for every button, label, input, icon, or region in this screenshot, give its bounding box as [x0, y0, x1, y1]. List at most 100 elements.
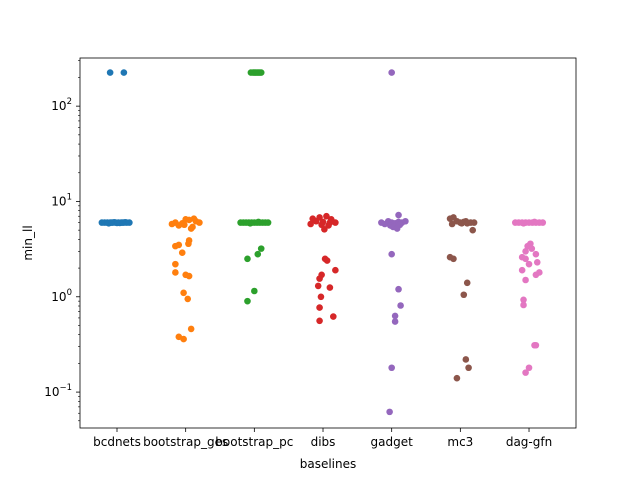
data-point-bootstrap_ges-25 [180, 335, 187, 343]
data-point-mc3-17 [465, 364, 472, 372]
x-tick-label-bootstrap_pc: bootstrap_pc [215, 435, 293, 449]
data-point-bootstrap_pc-18 [264, 219, 272, 226]
data-point-dibs-21 [330, 313, 337, 320]
data-point-dag-gfn-17 [522, 255, 529, 263]
data-point-bootstrap_ges-20 [185, 272, 193, 280]
data-point-bootstrap_pc-21 [257, 245, 265, 252]
data-point-bcdnets-18 [119, 219, 126, 226]
data-point-bootstrap_ges-8 [196, 219, 203, 226]
data-point-bootstrap_ges-13 [185, 240, 192, 248]
data-point-dibs-20 [316, 304, 323, 311]
x-tick-label-dag-gfn: dag-gfn [506, 435, 552, 449]
data-point-dag-gfn-24 [520, 296, 527, 304]
data-point-gadget-16 [397, 302, 404, 309]
data-point-dag-gfn-8 [539, 219, 547, 226]
data-point-bootstrap_pc-24 [251, 287, 258, 295]
data-point-dag-gfn-15 [532, 250, 540, 258]
data-point-bootstrap_ges-4 [175, 222, 183, 229]
data-point-dag-gfn-14 [522, 248, 529, 255]
plot-frame [79, 57, 577, 429]
data-point-bootstrap_ges-7 [168, 220, 176, 228]
data-point-dibs-11 [321, 226, 328, 233]
x-tick-label-mc3: mc3 [447, 435, 473, 449]
data-point-dag-gfn-20 [518, 266, 526, 274]
data-point-bootstrap_ges-10 [181, 221, 188, 229]
data-point-dibs-17 [314, 282, 322, 290]
data-point-mc3-11 [469, 226, 477, 234]
plot-area [80, 58, 576, 428]
data-point-dibs-13 [323, 257, 331, 264]
x-tick-label-dibs: dibs [311, 435, 336, 449]
data-point-dibs-10 [325, 222, 332, 229]
points-layer [98, 69, 547, 416]
data-point-bootstrap_pc-25 [244, 297, 251, 305]
data-point-dag-gfn-9 [531, 218, 538, 226]
data-point-gadget-13 [396, 221, 404, 229]
data-point-bootstrap_pc-23 [244, 255, 251, 263]
data-point-bootstrap_ges-9 [187, 225, 195, 232]
data-point-gadget-20 [386, 408, 393, 416]
data-point-gadget-0 [388, 69, 395, 76]
data-point-mc3-10 [462, 217, 470, 225]
data-point-dag-gfn-19 [525, 260, 533, 268]
data-point-bcdnets-1 [120, 69, 128, 76]
data-point-bootstrap_pc-20 [255, 218, 262, 226]
y-axis-ticks: 10−1 100 101 102 [44, 60, 80, 422]
data-point-mc3-8 [448, 220, 456, 228]
y-tick-label: 100 [51, 288, 72, 304]
data-point-gadget-1 [395, 211, 402, 219]
data-point-dag-gfn-23 [522, 276, 529, 284]
y-tick-label: 102 [51, 97, 72, 113]
data-point-bootstrap_ges-22 [184, 295, 192, 303]
data-point-dag-gfn-22 [532, 271, 540, 279]
data-point-dag-gfn-27 [532, 341, 540, 349]
data-point-gadget-14 [388, 250, 395, 258]
data-point-dibs-2 [323, 212, 330, 220]
data-point-bootstrap_pc-19 [246, 220, 254, 227]
data-point-mc3-7 [470, 219, 478, 226]
data-point-mc3-13 [450, 255, 457, 263]
data-point-mc3-14 [463, 279, 471, 287]
data-point-mc3-16 [462, 356, 470, 363]
data-point-dag-gfn-10 [520, 220, 527, 227]
x-tick-label-bootstrap_ges: bootstrap_ges [143, 435, 228, 449]
data-point-dibs-22 [316, 317, 323, 325]
data-point-mc3-18 [453, 374, 461, 382]
data-point-dag-gfn-13 [528, 245, 536, 252]
data-point-dibs-7 [332, 219, 339, 226]
data-point-dag-gfn-28 [525, 364, 533, 372]
data-point-dibs-16 [316, 275, 323, 282]
data-point-dibs-8 [307, 220, 314, 228]
data-point-dibs-19 [317, 293, 325, 301]
data-point-bootstrap_pc-22 [254, 250, 262, 258]
data-point-dibs-14 [332, 266, 339, 274]
data-point-dibs-4 [312, 217, 320, 225]
data-point-dag-gfn-25 [520, 301, 527, 309]
data-point-dag-gfn-18 [533, 259, 541, 266]
data-point-bootstrap_ges-11 [190, 215, 198, 222]
data-point-gadget-9 [402, 217, 409, 225]
data-point-bcdnets-0 [106, 69, 114, 76]
data-point-bootstrap_ges-17 [172, 260, 179, 268]
data-point-bootstrap_ges-21 [180, 289, 187, 297]
data-point-gadget-15 [395, 285, 402, 293]
data-point-bootstrap_ges-15 [172, 242, 179, 250]
x-tick-label-gadget: gadget [371, 435, 414, 449]
data-point-bootstrap_pc-7 [257, 69, 265, 76]
y-axis-label: min_ll [21, 225, 35, 260]
y-tick-label: 10−1 [44, 383, 72, 399]
data-point-gadget-17 [391, 312, 399, 320]
x-tick-label-bcdnets: bcdnets [93, 435, 141, 449]
data-point-bootstrap_ges-5 [182, 215, 189, 223]
data-point-dag-gfn-29 [522, 369, 529, 376]
data-point-bootstrap_ges-16 [178, 249, 186, 256]
x-axis-label: baselines [300, 457, 357, 471]
y-tick-label: 101 [51, 192, 72, 208]
data-point-dibs-18 [326, 284, 334, 291]
data-point-gadget-19 [388, 364, 395, 372]
data-point-bootstrap_ges-23 [187, 325, 195, 333]
data-point-gadget-18 [391, 318, 399, 325]
data-point-bcdnets-19 [108, 219, 115, 226]
